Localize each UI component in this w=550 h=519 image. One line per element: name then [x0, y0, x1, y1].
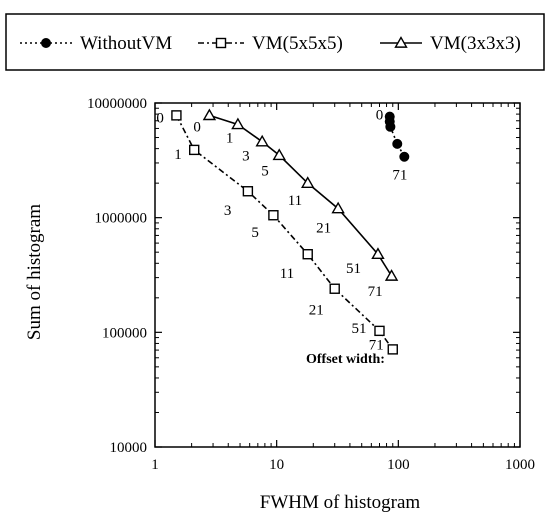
- data-point-triangle: [272, 148, 286, 161]
- series-layer: [171, 108, 410, 355]
- point-label: 0: [376, 108, 384, 124]
- x-tick-label: 1000: [505, 457, 535, 473]
- data-point-triangle: [331, 201, 345, 214]
- point-label: 5: [251, 225, 259, 241]
- series-2: [202, 108, 399, 281]
- y-tick-label: 10000: [110, 440, 148, 456]
- series-line: [175, 115, 394, 350]
- data-point-square: [302, 249, 313, 260]
- data-point-triangle: [231, 117, 245, 130]
- data-point-triangle: [202, 108, 217, 121]
- legend-item-1: VM(5x5x5): [198, 33, 343, 54]
- data-point-triangle: [384, 269, 399, 281]
- point-label: 5: [261, 163, 269, 179]
- point-label: 11: [288, 193, 302, 209]
- point-label: 1: [226, 130, 234, 146]
- legend-label: VM(5x5x5): [252, 33, 343, 54]
- legend-item-0: WithoutVM: [20, 33, 172, 54]
- x-tick-label: 1: [151, 457, 159, 473]
- point-label: 3: [242, 149, 250, 165]
- data-point-triangle: [394, 36, 408, 48]
- data-point-square: [171, 110, 182, 121]
- data-point-triangle: [301, 176, 315, 188]
- data-point-triangle: [255, 134, 269, 147]
- data-point-square: [189, 144, 200, 156]
- data-point-square: [215, 37, 227, 49]
- annotation-text: Offset width:: [306, 352, 385, 367]
- y-tick-label: 100000: [102, 325, 147, 341]
- x-axis-title: FWHM of histogram: [260, 492, 421, 513]
- point-label: 71: [368, 284, 383, 300]
- point-label: 21: [309, 303, 324, 319]
- y-tick-label: 10000000: [87, 96, 147, 112]
- y-axis-title: Sum of histogram: [24, 204, 45, 340]
- series-0: [384, 111, 410, 162]
- data-point-square: [374, 325, 385, 337]
- legend: WithoutVM VM(5x5x5) VM(3x3x3): [5, 13, 545, 71]
- point-label: 71: [392, 168, 407, 184]
- point-label: 3: [224, 203, 232, 219]
- data-point-square: [387, 344, 398, 355]
- point-label: 1: [174, 147, 182, 163]
- data-point-circle: [385, 121, 396, 132]
- data-point-circle: [41, 38, 51, 48]
- x-tick-label: 10: [269, 457, 284, 473]
- point-label: 0: [156, 110, 164, 126]
- data-point-circle: [399, 151, 410, 162]
- y-tick-label: 1000000: [95, 211, 148, 227]
- legend-label: WithoutVM: [80, 33, 172, 54]
- plot-area: [154, 102, 521, 448]
- point-label: 11: [280, 266, 294, 282]
- series-1: [171, 110, 398, 355]
- legend-label: VM(3x3x3): [430, 33, 521, 54]
- point-label: 71: [369, 337, 384, 353]
- data-point-circle: [392, 138, 403, 149]
- data-point-square: [242, 186, 254, 197]
- legend-box: [5, 13, 545, 71]
- point-label: 51: [351, 321, 366, 337]
- data-point-square: [329, 283, 340, 294]
- data-point-triangle: [371, 247, 385, 260]
- point-label: 0: [193, 119, 201, 135]
- x-tick-label: 100: [387, 457, 410, 473]
- point-label: 21: [316, 221, 331, 237]
- legend-item-2: VM(3x3x3): [380, 33, 521, 54]
- point-label: 51: [346, 261, 361, 277]
- data-point-square: [268, 210, 279, 221]
